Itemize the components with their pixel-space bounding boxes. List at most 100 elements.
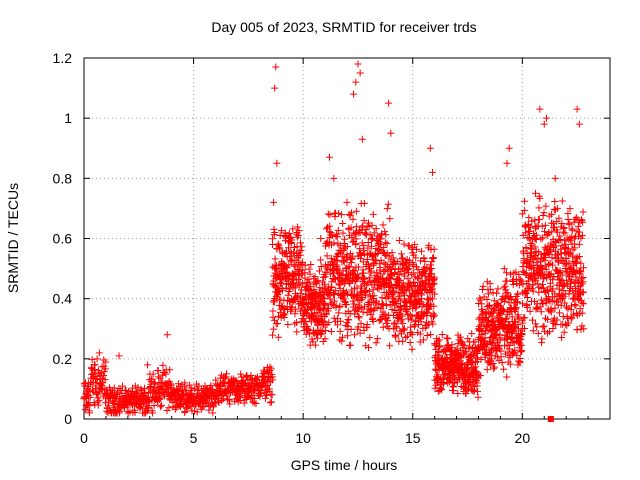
data-point (477, 330, 485, 338)
data-point (464, 335, 472, 343)
data-point (149, 370, 157, 378)
data-point (488, 355, 496, 363)
data-point (155, 373, 163, 381)
data-point (421, 281, 429, 289)
data-point (454, 389, 462, 397)
data-point (331, 213, 339, 221)
data-point (298, 270, 306, 278)
data-point (553, 204, 561, 212)
data-point (382, 231, 390, 239)
data-point (532, 258, 540, 266)
data-point (268, 331, 276, 339)
data-point (274, 320, 282, 328)
data-point (320, 274, 328, 282)
data-point (532, 320, 540, 328)
data-point (540, 322, 548, 330)
data-point (343, 243, 351, 251)
data-point (352, 241, 360, 249)
data-point (483, 340, 491, 348)
y-tick-label: 0.6 (53, 231, 73, 247)
data-point (507, 270, 515, 278)
data-point (438, 331, 446, 339)
data-point (492, 331, 500, 339)
data-point (533, 231, 541, 239)
data-point (266, 399, 274, 407)
data-point (518, 346, 526, 354)
data-point (388, 249, 396, 257)
data-point (330, 239, 338, 247)
data-point (490, 305, 498, 313)
data-point (118, 382, 126, 390)
data-point (355, 313, 363, 321)
data-point (536, 265, 544, 273)
data-point (483, 296, 491, 304)
data-point (489, 360, 497, 368)
data-point (435, 355, 443, 363)
data-point (440, 380, 448, 388)
data-point (435, 336, 443, 344)
data-point (579, 208, 587, 216)
data-point (327, 254, 335, 262)
data-point (427, 331, 435, 339)
data-point (369, 235, 377, 243)
data-point (134, 384, 142, 392)
data-point (350, 90, 358, 98)
data-point (294, 232, 302, 240)
data-point (531, 189, 539, 197)
data-point (342, 301, 350, 309)
data-point (324, 210, 332, 218)
data-point (576, 305, 584, 313)
data-point (183, 403, 191, 411)
data-point (553, 316, 561, 324)
data-point (317, 256, 325, 264)
data-point (501, 282, 509, 290)
data-point (509, 328, 517, 336)
data-point (431, 290, 439, 298)
data-point (291, 320, 299, 328)
data-point (428, 285, 436, 293)
data-point (407, 316, 415, 324)
data-point (229, 385, 237, 393)
data-point (575, 253, 583, 261)
data-point (365, 287, 373, 295)
data-point (326, 222, 334, 230)
data-point (562, 240, 570, 248)
data-point (408, 345, 416, 353)
data-point (412, 254, 420, 262)
data-point (505, 144, 513, 152)
data-point (356, 329, 364, 337)
data-point (362, 287, 370, 295)
data-point (382, 302, 390, 310)
data-point (367, 242, 375, 250)
data-point (414, 274, 422, 282)
data-point (528, 217, 536, 225)
data-point (366, 231, 374, 239)
data-point (171, 405, 179, 413)
data-point (404, 266, 412, 274)
data-point (343, 198, 351, 206)
data-point (269, 307, 277, 315)
data-point (348, 209, 356, 217)
data-point (365, 265, 373, 273)
data-point (417, 318, 425, 326)
data-point (351, 230, 359, 238)
data-point (540, 250, 548, 258)
data-point (369, 295, 377, 303)
data-point (575, 228, 583, 236)
data-point (573, 258, 581, 266)
data-point (282, 250, 290, 258)
data-point (225, 396, 233, 404)
data-point (144, 361, 152, 369)
data-point (567, 236, 575, 244)
data-point (578, 322, 586, 330)
data-point (236, 392, 244, 400)
data-point (528, 316, 536, 324)
data-point (370, 229, 378, 237)
data-point (366, 334, 374, 342)
data-point (159, 361, 167, 369)
data-point (357, 320, 365, 328)
data-point (457, 337, 465, 345)
data-point (549, 285, 557, 293)
data-point (429, 313, 437, 321)
